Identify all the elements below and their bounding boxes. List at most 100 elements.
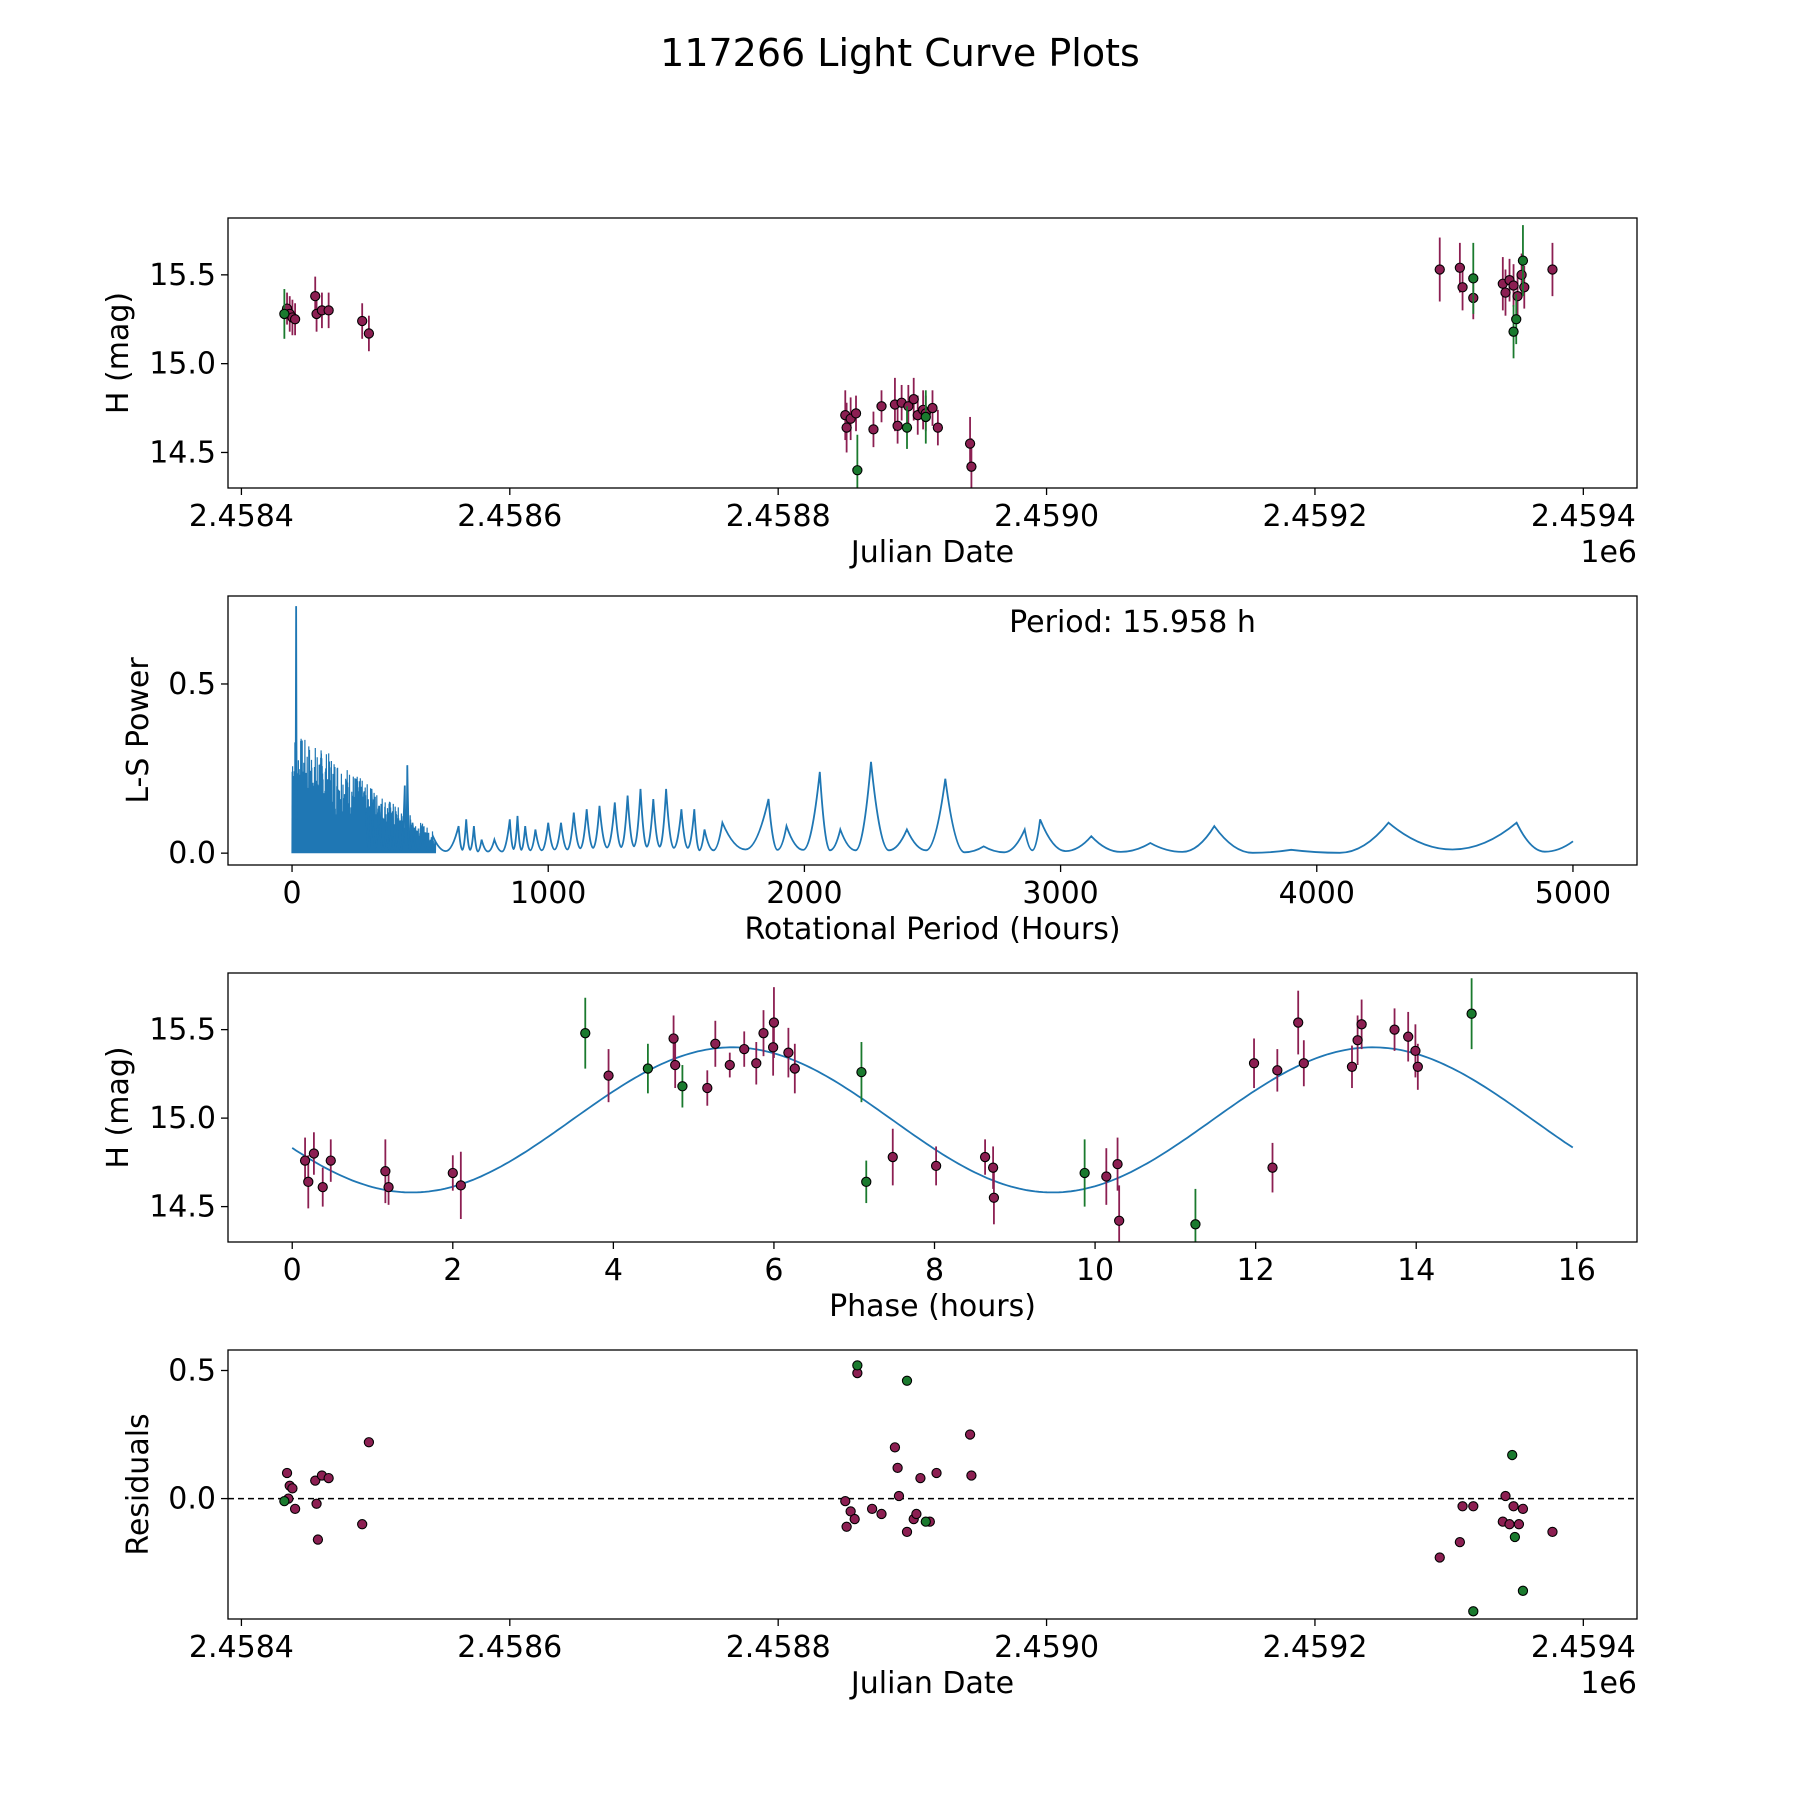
data-point xyxy=(1512,291,1523,302)
x-tick-label: 12 xyxy=(1237,1253,1275,1288)
data-point xyxy=(1457,282,1468,293)
data-point xyxy=(289,314,301,325)
data-point xyxy=(603,1070,614,1081)
data-point xyxy=(1511,314,1522,325)
data-point xyxy=(1293,1017,1304,1028)
data-point xyxy=(279,308,290,320)
y-tick-label: 14.5 xyxy=(149,435,216,470)
data-point xyxy=(383,1181,394,1193)
data-point xyxy=(892,1462,903,1473)
data-point xyxy=(931,1467,942,1479)
data-point xyxy=(281,1467,293,1479)
data-point xyxy=(1412,1061,1423,1072)
data-point xyxy=(668,1033,679,1044)
x-tick-label: 2.4592 xyxy=(1262,499,1367,534)
axes-frame xyxy=(227,1349,1638,1620)
axes-panel-1: 2.4584 2.4586 2.4588 2.4590 2.4592 2.4594 14.5… xyxy=(101,217,1638,570)
data-point xyxy=(1079,1167,1090,1179)
data-point xyxy=(966,1470,977,1481)
y-tick-label: 0.0 xyxy=(168,1482,216,1517)
data-point xyxy=(287,1483,298,1494)
y-axis-label: H (mag) xyxy=(101,292,136,414)
y-tick-label: 0.5 xyxy=(168,1353,216,1388)
data-point xyxy=(702,1082,713,1094)
data-point xyxy=(1352,1035,1363,1046)
data-point xyxy=(1267,1162,1278,1173)
data-point xyxy=(966,461,977,472)
data-point xyxy=(768,1017,780,1028)
data-point xyxy=(279,1496,290,1507)
data-point xyxy=(1547,264,1558,275)
data-point xyxy=(363,328,375,339)
data-point xyxy=(1508,326,1519,337)
data-point xyxy=(325,1155,336,1166)
data-point xyxy=(856,1066,867,1078)
x-tick-label: 2.4588 xyxy=(726,499,831,534)
data-point xyxy=(1468,1501,1479,1512)
plot-area xyxy=(279,225,1558,488)
data-point xyxy=(927,402,938,414)
data-point xyxy=(988,1192,1000,1203)
y-tick-label: 0.5 xyxy=(168,667,216,702)
data-point xyxy=(1507,1449,1518,1461)
data-point xyxy=(380,1166,391,1177)
data-point xyxy=(1389,1024,1400,1035)
data-point xyxy=(580,1028,591,1039)
x-offset-label: 1e6 xyxy=(1580,535,1637,570)
data-point xyxy=(850,408,862,419)
data-point xyxy=(789,1063,800,1074)
x-tick-label: 2.4592 xyxy=(1262,1630,1367,1665)
periodogram-dense-line xyxy=(291,738,437,854)
x-axis-label: Julian Date xyxy=(849,535,1014,570)
y-tick-label: 15.0 xyxy=(149,347,216,382)
y-tick-label: 0.0 xyxy=(168,836,216,871)
data-point xyxy=(868,424,879,435)
x-tick-label: 0 xyxy=(282,876,301,911)
data-point xyxy=(1500,287,1511,298)
data-point xyxy=(866,1503,878,1514)
axes-frame xyxy=(227,217,1638,489)
x-tick-label: 5000 xyxy=(1535,876,1611,911)
data-point xyxy=(1454,1536,1466,1548)
data-point xyxy=(876,1508,887,1520)
data-point xyxy=(1434,264,1445,275)
y-tick-label: 15.0 xyxy=(149,1101,216,1136)
data-point xyxy=(920,1516,931,1527)
axes-root: 2.4584 2.4586 2.4588 2.4590 2.4592 2.4594 14.5… xyxy=(101,217,1638,1701)
data-point xyxy=(363,1437,375,1448)
data-point xyxy=(1356,1019,1367,1030)
data-point xyxy=(932,422,944,433)
x-tick-label: 2.4586 xyxy=(457,499,562,534)
x-tick-label: 2.4584 xyxy=(189,499,294,534)
y-axis-label: Residuals xyxy=(121,1413,156,1555)
x-tick-label: 1000 xyxy=(510,876,586,911)
data-point xyxy=(1547,1526,1558,1538)
data-point xyxy=(901,422,913,433)
x-offset-label: 1e6 xyxy=(1580,1666,1637,1701)
data-point xyxy=(930,1160,942,1172)
data-point xyxy=(1517,1585,1529,1596)
data-point xyxy=(901,1526,913,1538)
data-point xyxy=(1513,1519,1525,1530)
data-point xyxy=(876,401,887,412)
x-tick-label: 2.4584 xyxy=(189,1630,294,1665)
fit-curve xyxy=(291,1046,1574,1194)
data-point xyxy=(1190,1219,1201,1230)
data-point xyxy=(357,315,368,327)
data-point xyxy=(1434,1552,1445,1563)
data-point xyxy=(841,422,852,433)
axes-panel-4: 2.4584 2.4586 2.4588 2.4590 2.4592 2.4594 0.0 0… xyxy=(121,1349,1638,1701)
data-point xyxy=(767,1042,779,1053)
x-tick-label: 2.4586 xyxy=(457,1630,562,1665)
plot-area xyxy=(291,606,1574,854)
data-point xyxy=(323,1472,334,1484)
axes-frame xyxy=(227,972,1638,1243)
data-point xyxy=(861,1176,872,1187)
x-tick-label: 16 xyxy=(1558,1253,1596,1288)
data-point xyxy=(1346,1061,1358,1072)
data-point xyxy=(1504,1519,1515,1530)
data-point xyxy=(987,1162,999,1173)
data-point xyxy=(758,1028,769,1039)
x-axis-label: Phase (hours) xyxy=(829,1289,1036,1324)
